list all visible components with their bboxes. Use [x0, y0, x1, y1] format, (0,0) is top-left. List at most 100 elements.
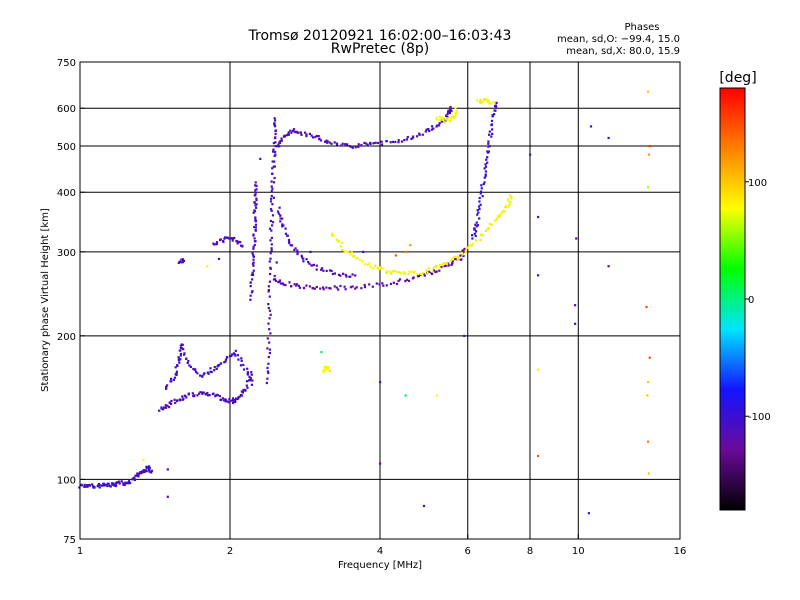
- data-point: [400, 140, 404, 143]
- data-point: [215, 241, 219, 244]
- data-point: [274, 129, 277, 132]
- data-point: [379, 266, 382, 270]
- data-point: [363, 286, 367, 289]
- x-tick-label: 10: [572, 546, 585, 557]
- data-point: [236, 242, 239, 245]
- x-tick-label: 6: [465, 546, 471, 557]
- data-point: [242, 388, 245, 391]
- data-point: [421, 133, 424, 136]
- data-point: [315, 134, 318, 138]
- data-point: [488, 130, 491, 133]
- data-point: [254, 181, 257, 184]
- data-point: [255, 203, 258, 206]
- data-point: [440, 265, 443, 269]
- data-point: [274, 145, 277, 148]
- data-point: [357, 145, 360, 148]
- data-point: [389, 282, 393, 285]
- data-point: [537, 215, 540, 219]
- data-point: [184, 394, 187, 398]
- data-point: [246, 371, 249, 374]
- data-point: [486, 228, 489, 231]
- data-point: [302, 260, 305, 263]
- data-point: [150, 471, 153, 474]
- data-point: [172, 378, 175, 381]
- data-point: [460, 251, 463, 254]
- data-point: [438, 266, 441, 269]
- data-point: [362, 250, 365, 253]
- data-point: [252, 254, 255, 257]
- data-point: [368, 262, 371, 265]
- data-point: [296, 283, 299, 286]
- data-point: [491, 128, 494, 131]
- data-point: [235, 240, 238, 243]
- data-point: [269, 219, 272, 223]
- data-point: [148, 470, 151, 473]
- data-point: [259, 157, 262, 160]
- data-point: [287, 131, 290, 134]
- data-point: [379, 381, 382, 384]
- data-point: [179, 354, 182, 357]
- data-point: [490, 135, 493, 138]
- data-point: [434, 271, 437, 274]
- data-point: [403, 271, 406, 274]
- data-point: [224, 399, 228, 402]
- data-point: [395, 282, 399, 285]
- data-point: [269, 272, 272, 276]
- data-point: [403, 139, 406, 142]
- data-point: [350, 251, 353, 254]
- colorbar-tick-label: 0: [748, 295, 754, 306]
- data-point: [441, 116, 444, 119]
- data-point: [133, 477, 136, 480]
- data-point: [308, 132, 311, 135]
- data-point: [120, 480, 123, 483]
- data-point: [283, 135, 286, 138]
- data-point: [404, 394, 407, 397]
- data-point: [271, 214, 275, 217]
- data-point: [210, 370, 213, 374]
- data-point: [397, 279, 400, 282]
- data-point: [325, 286, 328, 289]
- data-point: [92, 485, 95, 488]
- data-point: [487, 142, 490, 145]
- data-point: [252, 247, 255, 250]
- data-point: [273, 160, 276, 163]
- colorbar-tick-label: 100: [748, 178, 767, 189]
- data-point: [311, 287, 314, 290]
- data-point: [218, 364, 221, 367]
- x-tick-label: 2: [227, 546, 233, 557]
- data-point: [278, 145, 281, 148]
- data-point: [268, 280, 271, 283]
- data-point: [428, 270, 431, 273]
- data-point: [305, 258, 308, 261]
- y-tick-label: 400: [57, 188, 76, 199]
- data-point: [249, 377, 252, 380]
- data-point: [315, 264, 318, 267]
- data-point: [254, 216, 257, 219]
- data-point: [331, 272, 334, 276]
- data-point: [271, 203, 274, 206]
- data-point: [102, 484, 106, 487]
- data-point: [278, 206, 281, 209]
- data-point: [269, 313, 272, 316]
- data-point: [482, 99, 485, 102]
- data-point: [481, 101, 484, 104]
- data-point: [337, 240, 340, 243]
- data-point: [486, 161, 489, 164]
- data-point: [273, 176, 276, 180]
- data-point: [330, 232, 334, 235]
- data-point: [232, 400, 235, 403]
- data-point: [397, 141, 400, 144]
- data-point: [470, 244, 473, 247]
- data-point: [484, 163, 487, 166]
- data-point: [249, 281, 252, 284]
- data-point: [462, 254, 465, 258]
- data-point: [443, 121, 446, 124]
- data-point: [407, 273, 410, 276]
- data-point: [305, 284, 308, 287]
- data-point: [529, 153, 532, 156]
- data-point: [204, 393, 208, 396]
- data-point: [438, 122, 441, 125]
- data-point: [254, 220, 257, 223]
- data-point: [183, 353, 186, 356]
